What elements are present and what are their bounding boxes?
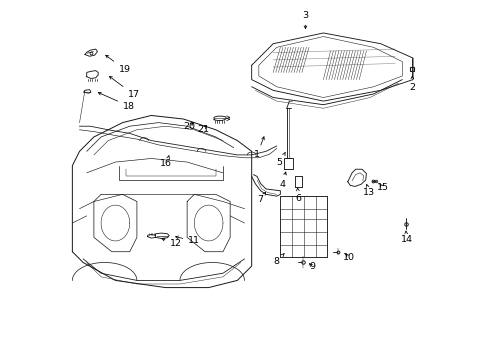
- Text: 1: 1: [254, 137, 264, 159]
- Text: 6: 6: [295, 188, 301, 203]
- Text: 7: 7: [257, 192, 265, 204]
- Text: 15: 15: [376, 183, 388, 192]
- Text: 13: 13: [363, 184, 375, 197]
- Text: 19: 19: [105, 55, 130, 74]
- Text: 3: 3: [302, 10, 308, 28]
- Text: 5: 5: [276, 153, 285, 167]
- Text: 2: 2: [408, 76, 414, 92]
- Text: 12: 12: [162, 238, 182, 248]
- Text: 9: 9: [309, 262, 315, 271]
- Text: 14: 14: [400, 231, 412, 244]
- Text: 21: 21: [197, 125, 209, 134]
- Text: 11: 11: [175, 236, 200, 246]
- Text: 18: 18: [98, 93, 135, 111]
- Text: 4: 4: [279, 172, 286, 189]
- Text: 16: 16: [160, 156, 172, 168]
- Text: 10: 10: [343, 253, 354, 262]
- Text: 8: 8: [272, 254, 284, 266]
- Text: 20: 20: [183, 122, 195, 131]
- Text: 17: 17: [109, 76, 140, 99]
